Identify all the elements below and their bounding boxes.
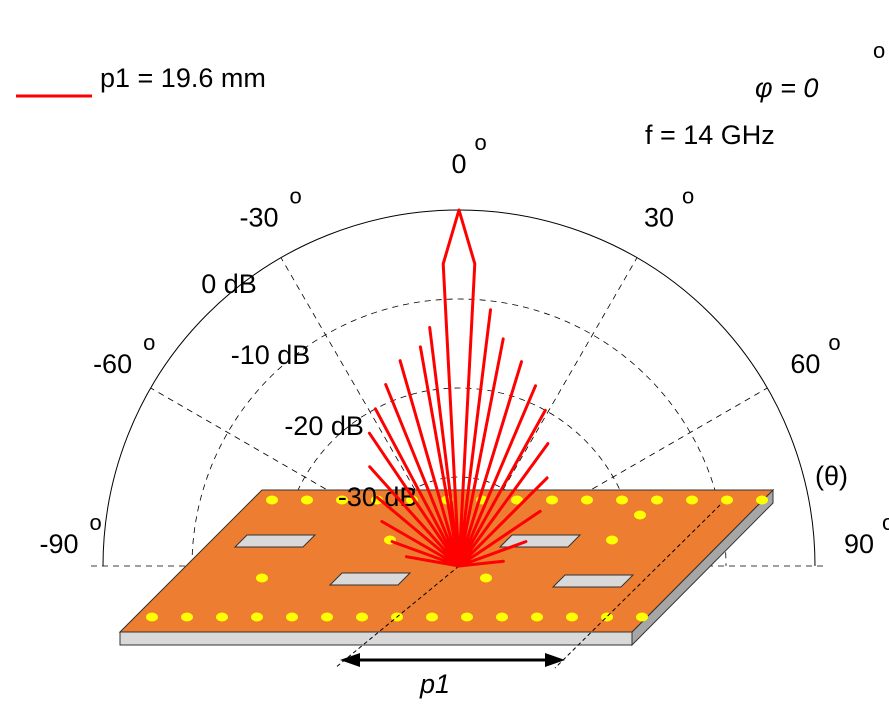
via bbox=[686, 496, 698, 505]
via bbox=[531, 613, 543, 622]
antenna-illustration bbox=[120, 490, 773, 668]
theta-tick-label: 90 bbox=[844, 529, 874, 559]
theta-tick-label: 60 bbox=[790, 349, 820, 379]
slot bbox=[330, 573, 410, 585]
via bbox=[216, 613, 228, 622]
r-tick-label: 0 dB bbox=[201, 269, 257, 299]
via bbox=[181, 613, 193, 622]
r-tick-label: -20 dB bbox=[284, 411, 364, 441]
via bbox=[286, 613, 298, 622]
degree-symbol: o bbox=[90, 510, 102, 535]
degree-symbol: o bbox=[475, 130, 487, 155]
via bbox=[616, 496, 628, 505]
chart: 0 dB-10 dB-20 dB-30 dB-90o-60o-30o0o30o6… bbox=[0, 0, 889, 713]
dimension-label: p1 bbox=[419, 669, 450, 699]
theta-annotation: (θ) bbox=[815, 461, 848, 491]
degree-symbol: o bbox=[143, 330, 155, 355]
via bbox=[636, 613, 648, 622]
via bbox=[266, 496, 278, 505]
via bbox=[651, 496, 663, 505]
theta-tick-label: -90 bbox=[39, 529, 78, 559]
r-tick-label: -10 dB bbox=[231, 340, 311, 370]
via bbox=[301, 496, 313, 505]
arrow-head bbox=[545, 653, 565, 667]
via bbox=[546, 496, 558, 505]
phi-degree: o bbox=[873, 38, 885, 63]
slot bbox=[553, 575, 633, 587]
via bbox=[581, 496, 593, 505]
via bbox=[634, 511, 646, 520]
via bbox=[606, 536, 618, 545]
via bbox=[496, 613, 508, 622]
phi-annotation: φ = 0 bbox=[755, 73, 818, 103]
via bbox=[426, 613, 438, 622]
via bbox=[251, 613, 263, 622]
theta-tick-label: 0 bbox=[451, 149, 466, 179]
via bbox=[721, 496, 733, 505]
via bbox=[146, 613, 158, 622]
degree-symbol: o bbox=[882, 510, 889, 535]
via bbox=[321, 613, 333, 622]
degree-symbol: o bbox=[682, 183, 694, 208]
via bbox=[756, 496, 768, 505]
freq-annotation: f = 14 GHz bbox=[645, 120, 775, 150]
via bbox=[566, 613, 578, 622]
via bbox=[461, 613, 473, 622]
legend-label: p1 = 19.6 mm bbox=[100, 63, 266, 93]
theta-tick-label: -60 bbox=[93, 349, 132, 379]
theta-tick-label: 30 bbox=[644, 203, 674, 233]
via bbox=[256, 574, 268, 583]
slot bbox=[235, 535, 315, 547]
degree-symbol: o bbox=[828, 330, 840, 355]
degree-symbol: o bbox=[290, 183, 302, 208]
via bbox=[356, 613, 368, 622]
via bbox=[480, 574, 492, 583]
theta-tick-label: -30 bbox=[239, 203, 278, 233]
